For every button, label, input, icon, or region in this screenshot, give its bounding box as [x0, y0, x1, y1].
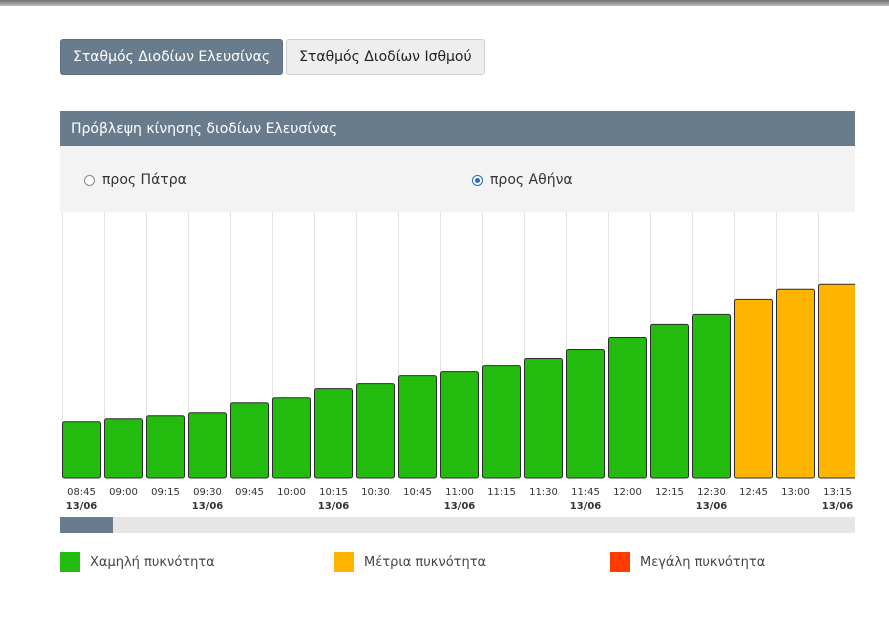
- x-tick-label: 10:00: [277, 487, 306, 498]
- x-tick-label: 12:45: [739, 487, 768, 498]
- station-tabs: Σταθμός Διοδίων Ελευσίνας Σταθμός Διοδίω…: [60, 39, 485, 75]
- radio-direction-athens[interactable]: προς Αθήνα: [472, 172, 573, 188]
- radio-label-athens: προς Αθήνα: [490, 172, 573, 188]
- bar-1200[interactable]: [608, 336, 647, 479]
- x-tick-label: 10:45: [403, 487, 432, 498]
- chart-scrollbar-thumb[interactable]: [60, 517, 113, 533]
- bar-1215[interactable]: [650, 323, 689, 479]
- x-tick-label: 12:30: [697, 487, 726, 498]
- bar-1115[interactable]: [482, 365, 521, 479]
- x-date-label: 13/06: [318, 501, 350, 512]
- x-tick-label: 08:45: [67, 487, 96, 498]
- chart-scrollbar[interactable]: [60, 517, 855, 533]
- bar-1030[interactable]: [356, 383, 395, 479]
- bar-1300[interactable]: [776, 288, 815, 479]
- x-tick-label: 10:15: [319, 487, 348, 498]
- x-tick-label: 09:00: [109, 487, 138, 498]
- x-date-label: 13/06: [444, 501, 476, 512]
- bar-1145[interactable]: [566, 349, 605, 479]
- legend-label-low: Χαμηλή πυκνότητα: [90, 554, 215, 570]
- legend-swatch-medium: [334, 552, 354, 572]
- bar-1230[interactable]: [692, 313, 731, 479]
- top-shadow-bar: [0, 0, 889, 6]
- bar-0945[interactable]: [230, 402, 269, 479]
- x-date-label: 13/06: [66, 501, 98, 512]
- legend-label-medium: Μέτρια πυκνότητα: [364, 554, 487, 570]
- bar-1130[interactable]: [524, 358, 563, 479]
- direction-selector: προς Πάτρα προς Αθήνα: [60, 146, 855, 212]
- tab-isthmus-station[interactable]: Σταθμός Διοδίων Ισθμού: [286, 39, 485, 75]
- bar-0930[interactable]: [188, 412, 227, 479]
- x-tick-label: 13:15: [823, 487, 852, 498]
- bar-1045[interactable]: [398, 375, 437, 479]
- bar-0900[interactable]: [104, 418, 143, 479]
- x-date-label: 13/06: [822, 501, 854, 512]
- x-tick-label: 11:30: [529, 487, 558, 498]
- bar-1015[interactable]: [314, 388, 353, 479]
- x-tick-label: 12:15: [655, 487, 684, 498]
- x-tick-label: 09:30: [193, 487, 222, 498]
- x-tick-label: 09:15: [151, 487, 180, 498]
- bar-1315[interactable]: [818, 283, 856, 479]
- bar-0915[interactable]: [146, 415, 185, 479]
- x-date-label: 13/06: [570, 501, 602, 512]
- bar-1000[interactable]: [272, 397, 311, 479]
- radio-direction-patra[interactable]: προς Πάτρα: [84, 172, 187, 188]
- legend-item-medium: Μέτρια πυκνότητα: [334, 552, 486, 572]
- radio-unchecked-icon: [84, 174, 95, 186]
- x-tick-label: 13:00: [781, 487, 810, 498]
- x-date-label: 13/06: [696, 501, 728, 512]
- legend-swatch-high: [610, 552, 630, 572]
- x-tick-label: 10:30: [361, 487, 390, 498]
- legend-swatch-low: [60, 552, 80, 572]
- panel-title: Πρόβλεψη κίνησης διοδίων Ελευσίνας: [60, 111, 855, 146]
- x-tick-label: 09:45: [235, 487, 264, 498]
- legend-item-high: Μεγάλη πυκνότητα: [610, 552, 765, 572]
- x-date-label: 13/06: [192, 501, 224, 512]
- bar-1100[interactable]: [440, 371, 479, 479]
- traffic-forecast-chart: 08:45 13/06 09:00 09:15 09:30 13/06 09:45 10:00…: [62, 212, 856, 512]
- tab-eleusina-station[interactable]: Σταθμός Διοδίων Ελευσίνας: [60, 39, 284, 75]
- bar-1245[interactable]: [734, 298, 773, 479]
- x-tick-label: 11:15: [487, 487, 516, 498]
- radio-checked-icon: [472, 174, 483, 186]
- x-tick-label: 12:00: [613, 487, 642, 498]
- radio-label-patra: προς Πάτρα: [102, 172, 187, 188]
- legend-item-low: Χαμηλή πυκνότητα: [60, 552, 215, 572]
- x-tick-label: 11:00: [445, 487, 474, 498]
- x-tick-label: 11:45: [571, 487, 600, 498]
- legend-label-high: Μεγάλη πυκνότητα: [640, 554, 766, 570]
- bar-0845[interactable]: [62, 421, 101, 479]
